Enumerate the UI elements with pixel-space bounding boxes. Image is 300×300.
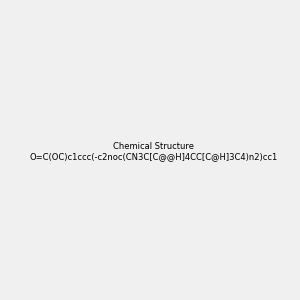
Text: Chemical Structure
O=C(OC)c1ccc(-c2noc(CN3C[C@@H]4CC[C@H]3C4)n2)cc1: Chemical Structure O=C(OC)c1ccc(-c2noc(C… [30, 142, 278, 161]
